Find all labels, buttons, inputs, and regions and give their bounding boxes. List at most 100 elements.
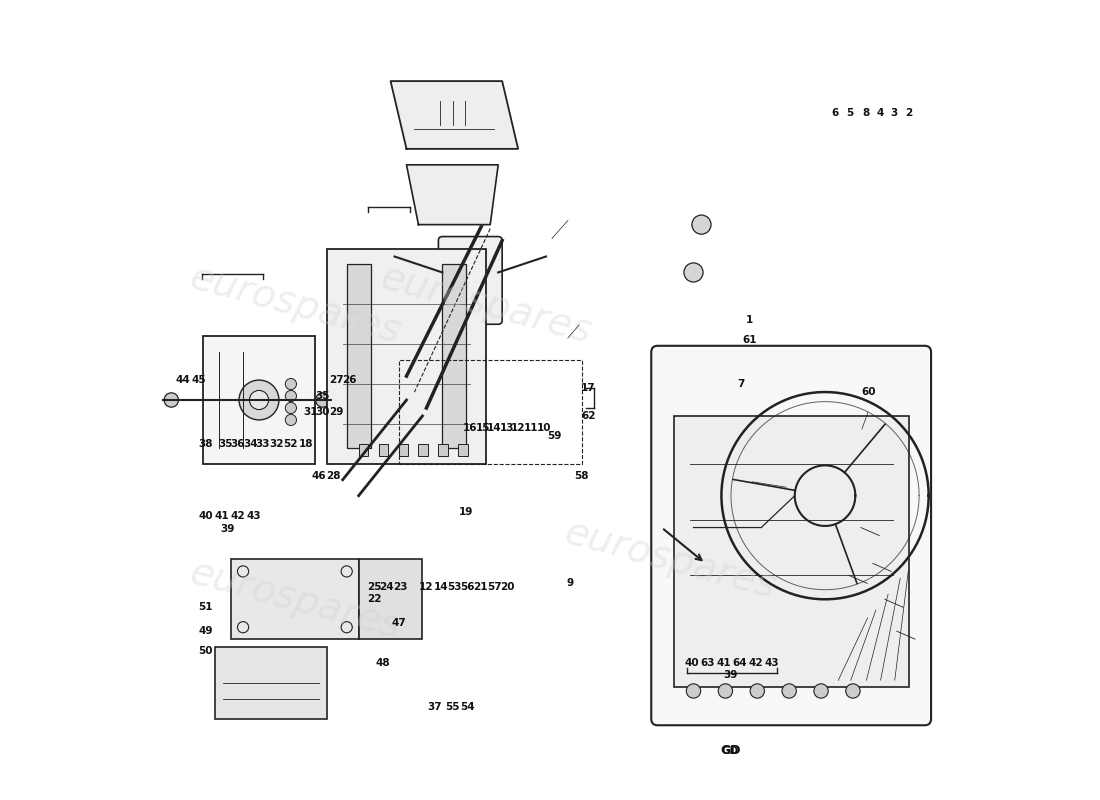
Circle shape: [285, 414, 297, 426]
Text: 10: 10: [537, 423, 551, 433]
Text: 56: 56: [461, 582, 475, 592]
Text: 41: 41: [716, 658, 732, 668]
Text: 31: 31: [304, 407, 318, 417]
Text: 29: 29: [329, 407, 343, 417]
Circle shape: [846, 684, 860, 698]
Text: 11: 11: [524, 423, 538, 433]
Text: 16: 16: [463, 423, 477, 433]
Text: 39: 39: [221, 524, 235, 534]
Circle shape: [285, 402, 297, 414]
Text: 51: 51: [198, 602, 213, 612]
Text: 58: 58: [574, 470, 589, 481]
Text: 21: 21: [473, 582, 488, 592]
Text: 25: 25: [367, 582, 382, 592]
Text: 26: 26: [342, 375, 356, 385]
Text: 40: 40: [198, 510, 213, 521]
Text: 12: 12: [510, 423, 526, 433]
Circle shape: [684, 263, 703, 282]
Text: 40: 40: [684, 658, 700, 668]
Text: 43: 43: [764, 658, 779, 668]
Text: 19: 19: [459, 506, 473, 517]
Text: 42: 42: [230, 510, 245, 521]
Text: 39: 39: [723, 670, 737, 680]
Circle shape: [692, 215, 711, 234]
Polygon shape: [439, 444, 448, 456]
Text: 2: 2: [905, 108, 912, 118]
FancyBboxPatch shape: [442, 265, 466, 448]
Circle shape: [718, 684, 733, 698]
Text: 15: 15: [476, 423, 491, 433]
Text: 46: 46: [311, 470, 326, 481]
Circle shape: [285, 390, 297, 402]
Text: 14: 14: [487, 423, 502, 433]
Text: 8: 8: [862, 108, 869, 118]
Text: 48: 48: [375, 658, 389, 668]
Text: 50: 50: [198, 646, 213, 656]
Text: 20: 20: [500, 582, 515, 592]
Text: 54: 54: [460, 702, 474, 712]
FancyBboxPatch shape: [651, 346, 931, 726]
Text: eurospares: eurospares: [560, 513, 780, 606]
Text: 18: 18: [299, 439, 314, 449]
FancyBboxPatch shape: [439, 237, 503, 324]
Polygon shape: [359, 444, 369, 456]
Circle shape: [239, 380, 279, 420]
Text: eurospares: eurospares: [376, 258, 596, 350]
Text: 44: 44: [176, 375, 190, 385]
Text: 4: 4: [877, 108, 883, 118]
Circle shape: [814, 684, 828, 698]
Text: 14: 14: [433, 582, 448, 592]
FancyBboxPatch shape: [231, 559, 359, 639]
Text: 27: 27: [329, 375, 343, 385]
Text: eurospares: eurospares: [185, 553, 405, 646]
Text: 5: 5: [846, 108, 854, 118]
Text: 1: 1: [746, 315, 752, 326]
FancyBboxPatch shape: [359, 559, 422, 639]
Text: 23: 23: [393, 582, 407, 592]
FancyBboxPatch shape: [673, 416, 909, 687]
Circle shape: [316, 393, 330, 407]
Text: 41: 41: [214, 510, 229, 521]
Text: 52: 52: [284, 439, 298, 449]
Text: 9: 9: [566, 578, 573, 588]
Polygon shape: [459, 444, 468, 456]
Text: 45: 45: [191, 375, 207, 385]
Text: 35: 35: [218, 439, 233, 449]
Text: 22: 22: [367, 594, 382, 604]
Text: 43: 43: [246, 510, 261, 521]
Polygon shape: [390, 81, 518, 149]
Text: 35: 35: [316, 391, 330, 401]
Text: 12: 12: [419, 582, 433, 592]
FancyBboxPatch shape: [216, 647, 327, 719]
Polygon shape: [378, 444, 388, 456]
Circle shape: [782, 684, 796, 698]
Text: 37: 37: [427, 702, 442, 712]
Circle shape: [750, 684, 764, 698]
FancyBboxPatch shape: [346, 265, 371, 448]
Text: 60: 60: [861, 387, 876, 397]
Text: 30: 30: [316, 407, 330, 417]
Polygon shape: [398, 444, 408, 456]
Text: 17: 17: [581, 383, 595, 393]
Text: GD: GD: [719, 744, 740, 758]
Text: 33: 33: [255, 439, 271, 449]
Text: 63: 63: [701, 658, 715, 668]
Text: 3: 3: [891, 108, 898, 118]
Text: 13: 13: [499, 423, 514, 433]
Text: 59: 59: [547, 431, 561, 441]
Text: 7: 7: [738, 379, 745, 389]
Text: 49: 49: [198, 626, 213, 636]
Polygon shape: [407, 165, 498, 225]
Text: 47: 47: [392, 618, 406, 628]
Text: eurospares: eurospares: [185, 258, 405, 350]
Text: 34: 34: [243, 439, 257, 449]
Text: 6: 6: [832, 108, 839, 118]
Text: 38: 38: [198, 439, 213, 449]
FancyBboxPatch shape: [327, 249, 486, 464]
Text: 57: 57: [487, 582, 502, 592]
Circle shape: [285, 378, 297, 390]
Text: GD: GD: [722, 746, 739, 756]
Text: 24: 24: [379, 582, 394, 592]
Text: 64: 64: [733, 658, 747, 668]
Circle shape: [250, 390, 268, 410]
